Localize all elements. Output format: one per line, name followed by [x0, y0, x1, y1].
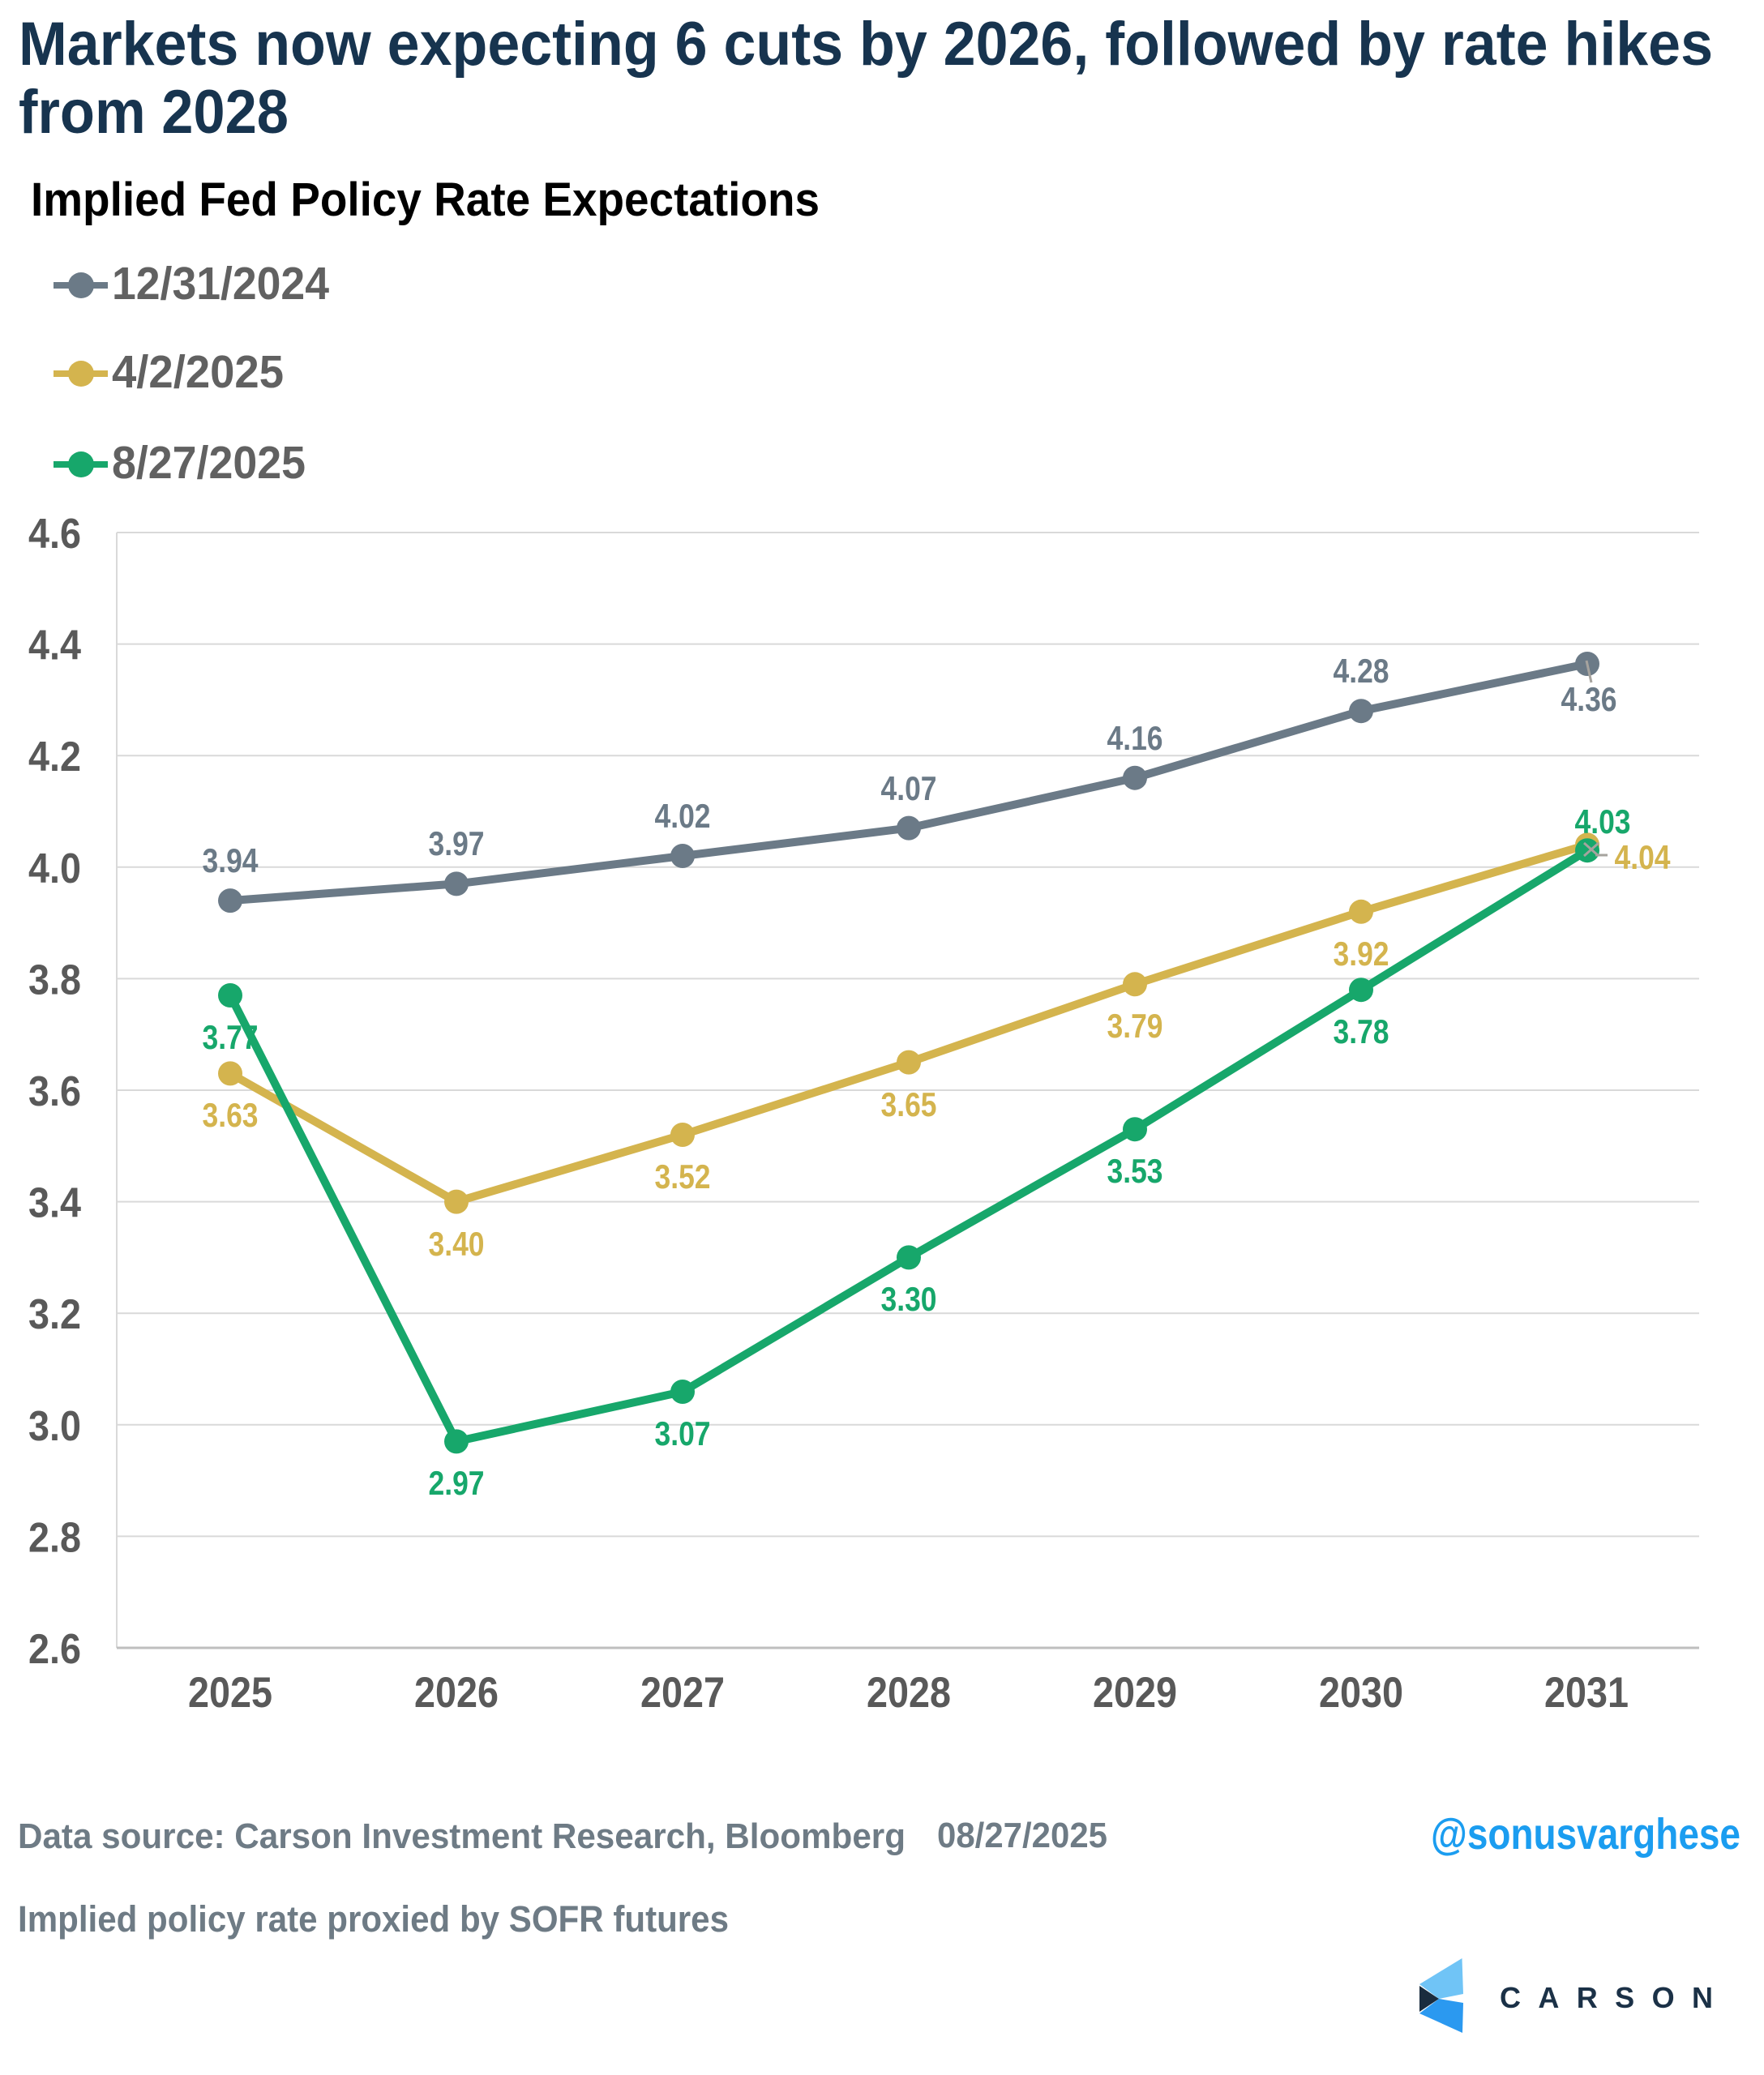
- svg-text:3.8: 3.8: [28, 956, 81, 1003]
- svg-text:Data source: Carson Investment: Data source: Carson Investment Research,…: [18, 1816, 906, 1856]
- svg-text:4.03: 4.03: [1575, 802, 1631, 841]
- svg-text:2.8: 2.8: [28, 1514, 81, 1561]
- svg-text:3.79: 3.79: [1107, 1007, 1163, 1045]
- svg-text:3.52: 3.52: [655, 1157, 711, 1196]
- svg-text:2031: 2031: [1544, 1669, 1629, 1717]
- svg-text:8/27/2025: 8/27/2025: [112, 437, 306, 489]
- svg-text:12/31/2024: 12/31/2024: [112, 258, 329, 310]
- svg-text:3.65: 3.65: [881, 1085, 937, 1123]
- svg-text:4/2/2025: 4/2/2025: [112, 346, 284, 398]
- svg-text:4.4: 4.4: [28, 622, 81, 670]
- svg-text:4.02: 4.02: [655, 797, 711, 835]
- svg-text:CARSON: CARSON: [1500, 1981, 1713, 2014]
- svg-text:4.28: 4.28: [1334, 652, 1389, 690]
- svg-text:08/27/2025: 08/27/2025: [937, 1816, 1107, 1855]
- svg-text:Implied policy rate proxied by: Implied policy rate proxied by SOFR futu…: [18, 1898, 729, 1940]
- svg-text:2025: 2025: [188, 1669, 272, 1717]
- svg-text:4.07: 4.07: [881, 769, 937, 807]
- svg-text:3.40: 3.40: [429, 1225, 485, 1263]
- svg-text:2026: 2026: [414, 1669, 499, 1717]
- svg-text:3.77: 3.77: [203, 1018, 259, 1056]
- svg-text:3.0: 3.0: [28, 1403, 81, 1450]
- svg-text:2.97: 2.97: [429, 1464, 485, 1502]
- svg-text:3.78: 3.78: [1334, 1012, 1389, 1050]
- svg-text:2029: 2029: [1093, 1669, 1177, 1717]
- svg-text:3.6: 3.6: [28, 1068, 81, 1115]
- svg-text:3.2: 3.2: [28, 1291, 81, 1338]
- svg-text:Markets now expecting 6 cuts b: Markets now expecting 6 cuts by 2026, fo…: [19, 10, 1713, 79]
- svg-text:3.4: 3.4: [28, 1180, 81, 1227]
- svg-text:Implied Fed Policy Rate Expect: Implied Fed Policy Rate Expectations: [31, 173, 820, 226]
- svg-text:4.16: 4.16: [1107, 719, 1163, 757]
- svg-text:3.94: 3.94: [203, 841, 259, 879]
- svg-text:4.36: 4.36: [1561, 680, 1617, 718]
- svg-text:3.97: 3.97: [429, 824, 485, 862]
- svg-text:3.07: 3.07: [655, 1414, 711, 1452]
- svg-text:4.04: 4.04: [1615, 838, 1672, 876]
- svg-text:from 2028: from 2028: [19, 78, 289, 147]
- svg-text:3.30: 3.30: [881, 1280, 937, 1318]
- svg-text:4.0: 4.0: [28, 845, 81, 892]
- svg-text:2027: 2027: [640, 1669, 725, 1717]
- svg-text:2028: 2028: [867, 1669, 951, 1717]
- svg-text:3.53: 3.53: [1107, 1152, 1163, 1190]
- svg-text:2030: 2030: [1319, 1669, 1403, 1717]
- svg-text:4.2: 4.2: [28, 734, 81, 781]
- svg-text:4.6: 4.6: [28, 511, 81, 558]
- svg-text:3.92: 3.92: [1334, 935, 1389, 973]
- svg-text:3.63: 3.63: [203, 1096, 259, 1134]
- svg-text:2.6: 2.6: [28, 1626, 81, 1673]
- svg-text:@sonusvarghese: @sonusvarghese: [1431, 1810, 1740, 1859]
